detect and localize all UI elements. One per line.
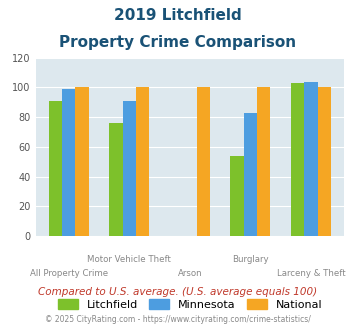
Bar (76, 87, 89, 236)
Text: 2019 Litchfield: 2019 Litchfield (114, 8, 241, 23)
Bar (197, 87, 210, 236)
Bar (49, 101, 62, 236)
Text: Larceny & Theft: Larceny & Theft (277, 269, 345, 278)
Text: Motor Vehicle Theft: Motor Vehicle Theft (87, 255, 171, 264)
Text: © 2025 CityRating.com - https://www.cityrating.com/crime-statistics/: © 2025 CityRating.com - https://www.city… (45, 315, 310, 324)
Bar (230, 156, 244, 236)
Text: Compared to U.S. average. (U.S. average equals 100): Compared to U.S. average. (U.S. average … (38, 287, 317, 297)
Bar (291, 83, 304, 236)
Bar (123, 101, 136, 236)
Text: All Property Crime: All Property Crime (30, 269, 108, 278)
Legend: Litchfield, Minnesota, National: Litchfield, Minnesota, National (53, 295, 327, 314)
Bar (136, 87, 149, 236)
Bar (62, 89, 76, 236)
Text: Burglary: Burglary (232, 255, 269, 264)
Bar (244, 113, 257, 236)
Bar (257, 87, 271, 236)
Bar (109, 123, 123, 236)
Bar (304, 82, 318, 236)
Text: Arson: Arson (178, 269, 202, 278)
Bar (318, 87, 331, 236)
Text: Property Crime Comparison: Property Crime Comparison (59, 35, 296, 50)
